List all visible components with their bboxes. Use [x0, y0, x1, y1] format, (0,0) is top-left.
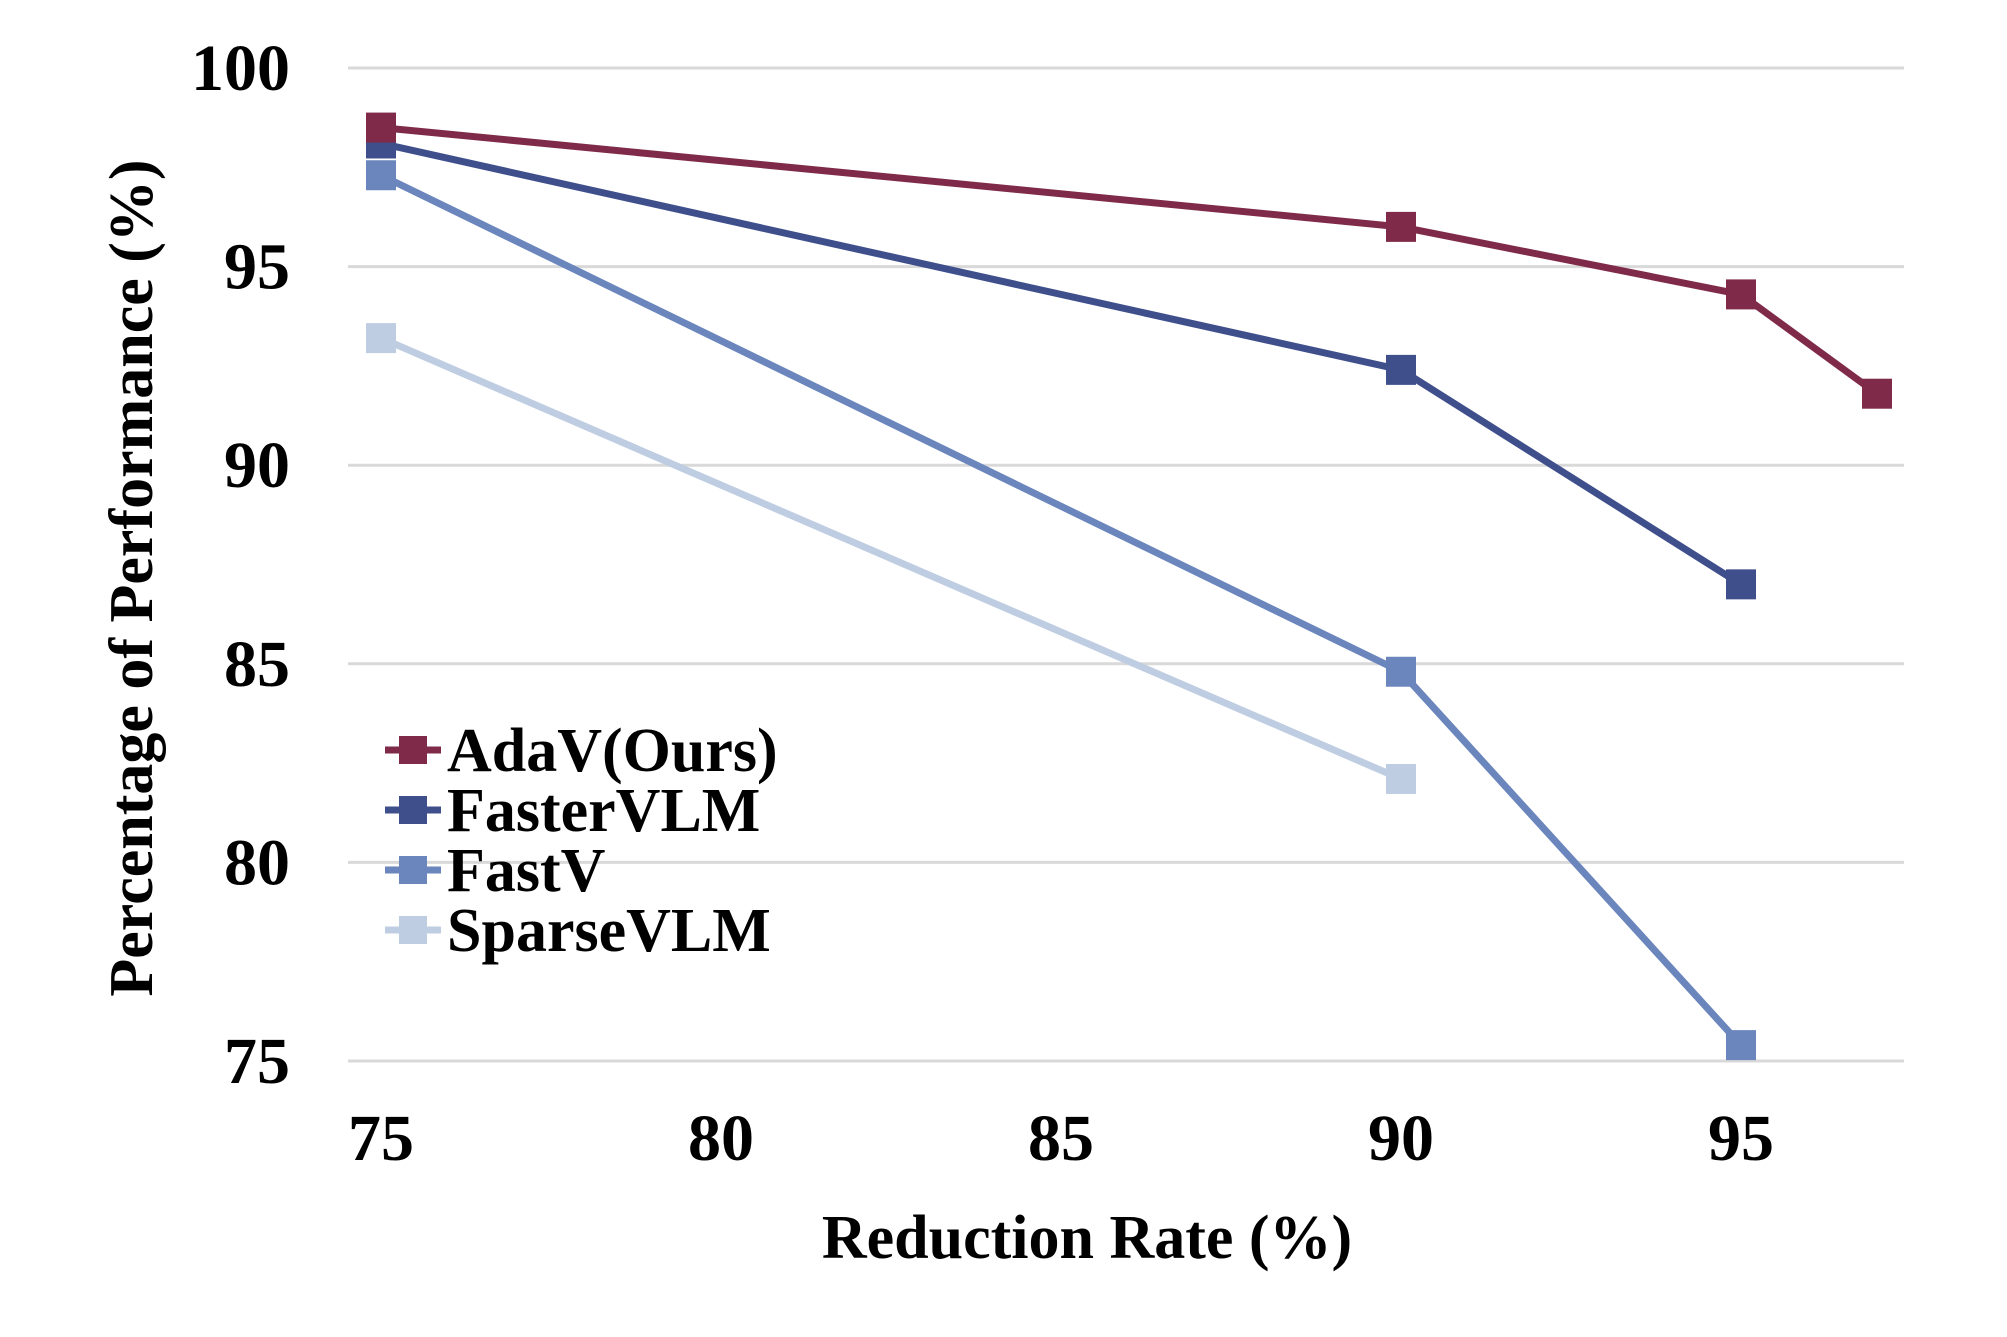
series-line: [379, 334, 1403, 783]
series-FasterVLM: [366, 128, 1756, 600]
x-axis-title: Reduction Rate (%): [822, 1204, 1352, 1272]
legend-label: FastV: [447, 837, 606, 905]
series-SparseVLM: [366, 323, 1416, 794]
data-point: [1386, 763, 1416, 794]
data-point: [366, 160, 396, 191]
data-point: [1726, 1030, 1756, 1061]
x-axis-ticks: 75 80 85 90 95: [348, 1102, 1774, 1175]
legend-marker: [399, 856, 427, 884]
data-point: [1386, 354, 1416, 385]
legend-label: AdaV(Ours): [447, 717, 778, 785]
y-tick-label: 95: [224, 231, 290, 304]
series-FastV: [366, 160, 1756, 1061]
y-tick-label: 90: [224, 429, 290, 502]
y-tick-label: 100: [191, 32, 290, 105]
data-point: [1386, 656, 1416, 687]
x-tick-label: 80: [688, 1102, 754, 1175]
series-line: [380, 140, 1743, 588]
series-group: [366, 112, 1892, 1061]
x-tick-label: 85: [1028, 1102, 1094, 1175]
legend-item: FastV: [385, 837, 606, 905]
data-point: [1726, 279, 1756, 310]
data-point: [1386, 211, 1416, 242]
series-AdaV(Ours): [366, 112, 1892, 409]
x-tick-label: 75: [348, 1102, 414, 1175]
legend-item: AdaV(Ours): [385, 717, 778, 785]
y-axis-title: Percentage of Performance (%): [98, 159, 166, 996]
data-point: [366, 323, 396, 354]
legend-marker: [399, 796, 427, 824]
data-point: [1862, 378, 1892, 409]
data-point: [366, 112, 396, 143]
legend-item: SparseVLM: [385, 897, 771, 965]
legend-label: FasterVLM: [447, 777, 760, 845]
series-line: [380, 124, 1880, 397]
legend-label: SparseVLM: [447, 897, 771, 965]
legend-marker: [399, 736, 427, 764]
y-tick-label: 80: [224, 826, 290, 899]
legend-item: FasterVLM: [385, 777, 760, 845]
y-tick-label: 75: [224, 1025, 290, 1098]
x-tick-label: 90: [1368, 1102, 1434, 1175]
legend-marker: [399, 916, 427, 944]
x-tick-label: 95: [1708, 1102, 1774, 1175]
y-axis-ticks: 75 80 85 90 95 100: [191, 32, 290, 1098]
data-point: [1726, 569, 1756, 600]
y-tick-label: 85: [224, 628, 290, 701]
